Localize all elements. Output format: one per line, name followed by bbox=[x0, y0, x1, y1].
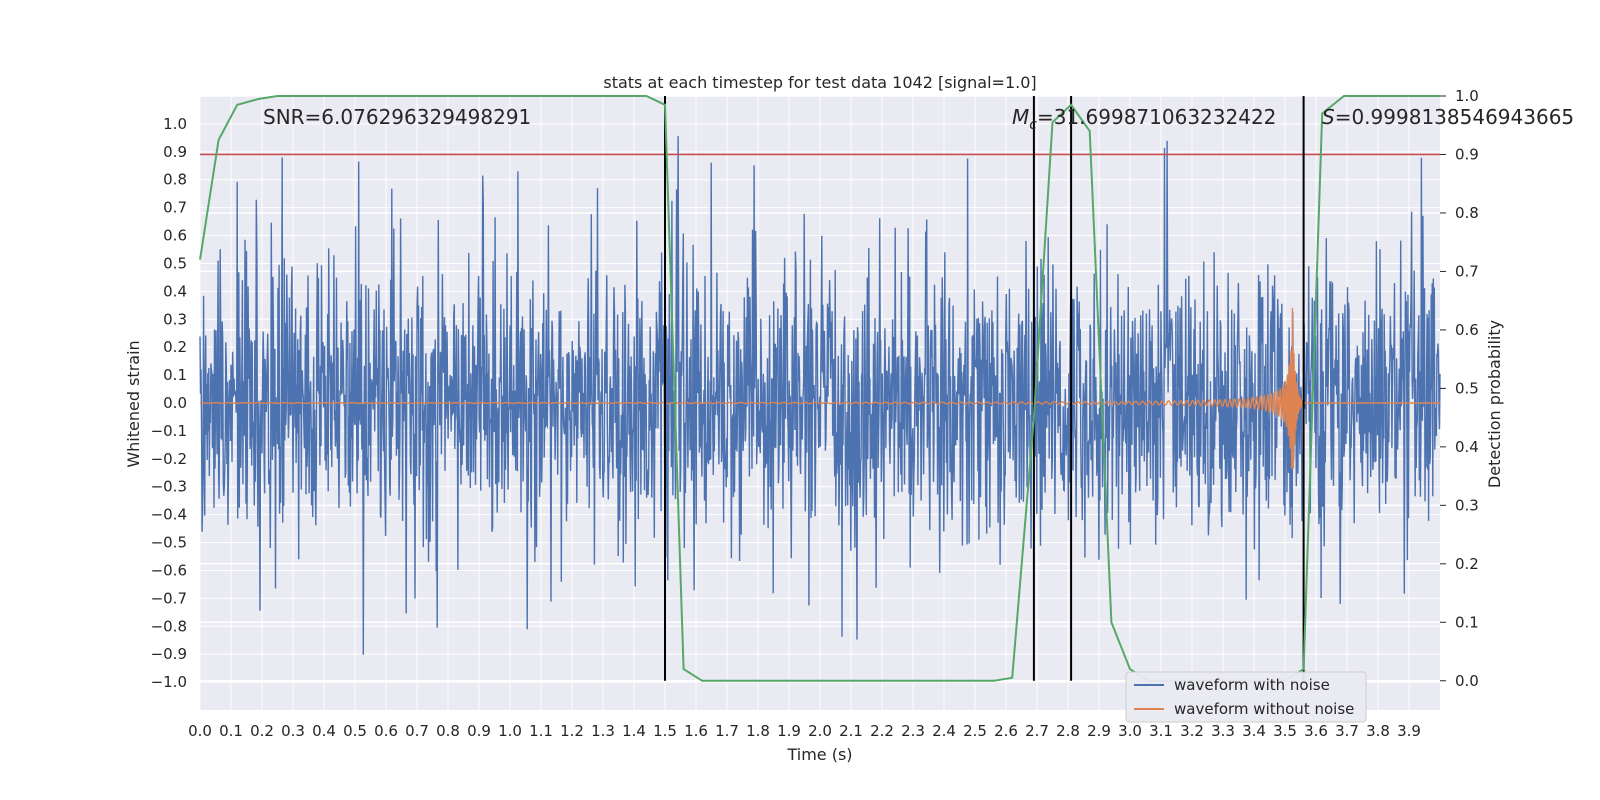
y2-tick-label: 0.5 bbox=[1455, 379, 1479, 397]
y2-tick-label: 0.3 bbox=[1455, 496, 1479, 514]
y-axis-ticks: 1.0 0.9 0.8 0.7 0.6 0.5 0.4 0.3 0.2 0.1 0.0 −0.1 −0.… bbox=[151, 115, 187, 691]
x-axis-label: Time (s) bbox=[786, 745, 852, 764]
x-tick-label: 1.2 bbox=[560, 722, 584, 740]
chirp-mass-symbol: M bbox=[1012, 105, 1029, 129]
detection-score-annotation: S=0.9998138546943665 bbox=[1322, 105, 1574, 129]
x-tick-label: 0.7 bbox=[405, 722, 429, 740]
x-tick-label: 1.1 bbox=[529, 722, 553, 740]
x-tick-label: 2.1 bbox=[839, 722, 863, 740]
chirp-mass-value: =31.699871063232422 bbox=[1037, 105, 1276, 129]
y-tick-label: 1.0 bbox=[163, 115, 187, 133]
y2-tick-label: 0.8 bbox=[1455, 204, 1479, 222]
x-tick-label: 3.4 bbox=[1242, 722, 1266, 740]
y-tick-label: −0.9 bbox=[151, 645, 187, 663]
y-tick-label: −0.6 bbox=[151, 561, 187, 579]
y2-tick-label: 0.1 bbox=[1455, 613, 1479, 631]
chirp-mass-subscript: c bbox=[1029, 117, 1037, 133]
x-tick-label: 3.9 bbox=[1397, 722, 1421, 740]
y-tick-label: 0.0 bbox=[163, 394, 187, 412]
chirp-mass-annotation: Mc=31.699871063232422 bbox=[1012, 105, 1276, 133]
x-tick-label: 1.5 bbox=[653, 722, 677, 740]
y2-tick-label: 0.7 bbox=[1455, 262, 1479, 280]
y2-tick-label: 0.4 bbox=[1455, 438, 1479, 456]
x-tick-label: 0.8 bbox=[436, 722, 460, 740]
y-tick-label: 0.5 bbox=[163, 254, 187, 272]
x-tick-label: 0.1 bbox=[219, 722, 243, 740]
x-tick-label: 2.2 bbox=[870, 722, 894, 740]
legend-noise-label: waveform with noise bbox=[1174, 676, 1330, 694]
y2-tick-label: 0.0 bbox=[1455, 672, 1479, 690]
y-tick-label: 0.2 bbox=[163, 338, 187, 356]
y2-axis-ticks: 1.0 0.9 0.8 0.7 0.6 0.5 0.4 0.3 0.2 0.1 0.0 bbox=[1440, 87, 1479, 690]
y2-tick-label: 0.2 bbox=[1455, 555, 1479, 573]
x-tick-label: 0.6 bbox=[374, 722, 398, 740]
y2-tick-label: 0.6 bbox=[1455, 321, 1479, 339]
x-tick-label: 2.9 bbox=[1087, 722, 1111, 740]
x-tick-label: 3.2 bbox=[1180, 722, 1204, 740]
y-tick-label: −0.3 bbox=[151, 478, 187, 496]
y-tick-label: 0.1 bbox=[163, 366, 187, 384]
y-tick-label: −0.2 bbox=[151, 450, 187, 468]
waveform-without-noise-line bbox=[199, 308, 1440, 469]
y-tick-label: 0.6 bbox=[163, 227, 187, 245]
y-tick-label: 0.4 bbox=[163, 282, 187, 300]
x-tick-label: 2.8 bbox=[1056, 722, 1080, 740]
x-tick-label: 2.4 bbox=[932, 722, 956, 740]
y2-axis-label: Detection probability bbox=[1485, 320, 1504, 488]
x-tick-label: 1.6 bbox=[684, 722, 708, 740]
x-tick-label: 0.4 bbox=[312, 722, 336, 740]
y-tick-label: −0.8 bbox=[151, 617, 187, 635]
x-axis-ticks: 0.0 0.1 0.2 0.3 0.4 0.5 0.6 0.7 0.8 0.9 1.0 1.1 1.2 1… bbox=[188, 722, 1421, 740]
detection-score-value: =0.9998138546943665 bbox=[1335, 105, 1574, 129]
x-tick-label: 3.1 bbox=[1149, 722, 1173, 740]
x-tick-label: 1.9 bbox=[777, 722, 801, 740]
x-tick-label: 2.7 bbox=[1025, 722, 1049, 740]
x-tick-label: 3.6 bbox=[1304, 722, 1328, 740]
y2-tick-label: 0.9 bbox=[1455, 145, 1479, 163]
y-tick-label: −1.0 bbox=[151, 673, 187, 691]
x-tick-label: 3.3 bbox=[1211, 722, 1235, 740]
x-tick-label: 2.0 bbox=[808, 722, 832, 740]
y-tick-label: 0.9 bbox=[163, 143, 187, 161]
y-tick-label: −0.5 bbox=[151, 534, 187, 552]
chart-title: stats at each timestep for test data 104… bbox=[603, 73, 1036, 92]
x-tick-label: 1.7 bbox=[715, 722, 739, 740]
y-tick-label: −0.4 bbox=[151, 506, 187, 524]
x-tick-label: 0.0 bbox=[188, 722, 212, 740]
x-tick-label: 0.2 bbox=[250, 722, 274, 740]
x-tick-label: 2.6 bbox=[994, 722, 1018, 740]
x-tick-label: 1.4 bbox=[622, 722, 646, 740]
legend-box bbox=[1125, 671, 1367, 723]
x-tick-label: 1.8 bbox=[746, 722, 770, 740]
y-tick-label: 0.8 bbox=[163, 171, 187, 189]
x-tick-label: 2.3 bbox=[901, 722, 925, 740]
vertical-markers bbox=[664, 96, 1305, 681]
x-tick-label: 2.5 bbox=[963, 722, 987, 740]
x-tick-label: 1.3 bbox=[591, 722, 615, 740]
waveform-with-noise-series bbox=[199, 136, 1441, 655]
y-axis-label: Whitened strain bbox=[124, 340, 143, 467]
y-tick-label: −0.1 bbox=[151, 422, 187, 440]
y-tick-label: 0.7 bbox=[163, 199, 187, 217]
x-tick-label: 0.3 bbox=[281, 722, 305, 740]
detection-score-symbol: S bbox=[1322, 105, 1335, 129]
waveform-with-noise-line bbox=[199, 136, 1441, 655]
x-tick-label: 0.5 bbox=[343, 722, 367, 740]
legend: waveform with noise waveform without noi… bbox=[1125, 671, 1367, 723]
snr-annotation: SNR=6.076296329498291 bbox=[263, 105, 531, 129]
y-tick-label: 0.3 bbox=[163, 310, 187, 328]
x-tick-label: 3.7 bbox=[1335, 722, 1359, 740]
waveform-without-noise-series bbox=[199, 308, 1440, 469]
legend-clean-label: waveform without noise bbox=[1174, 700, 1354, 718]
x-tick-label: 0.9 bbox=[467, 722, 491, 740]
x-tick-label: 1.0 bbox=[498, 722, 522, 740]
x-tick-label: 3.8 bbox=[1366, 722, 1390, 740]
y2-tick-label: 1.0 bbox=[1455, 87, 1479, 105]
y-tick-label: −0.7 bbox=[151, 589, 187, 607]
x-tick-label: 3.5 bbox=[1273, 722, 1297, 740]
x-tick-label: 3.0 bbox=[1118, 722, 1142, 740]
